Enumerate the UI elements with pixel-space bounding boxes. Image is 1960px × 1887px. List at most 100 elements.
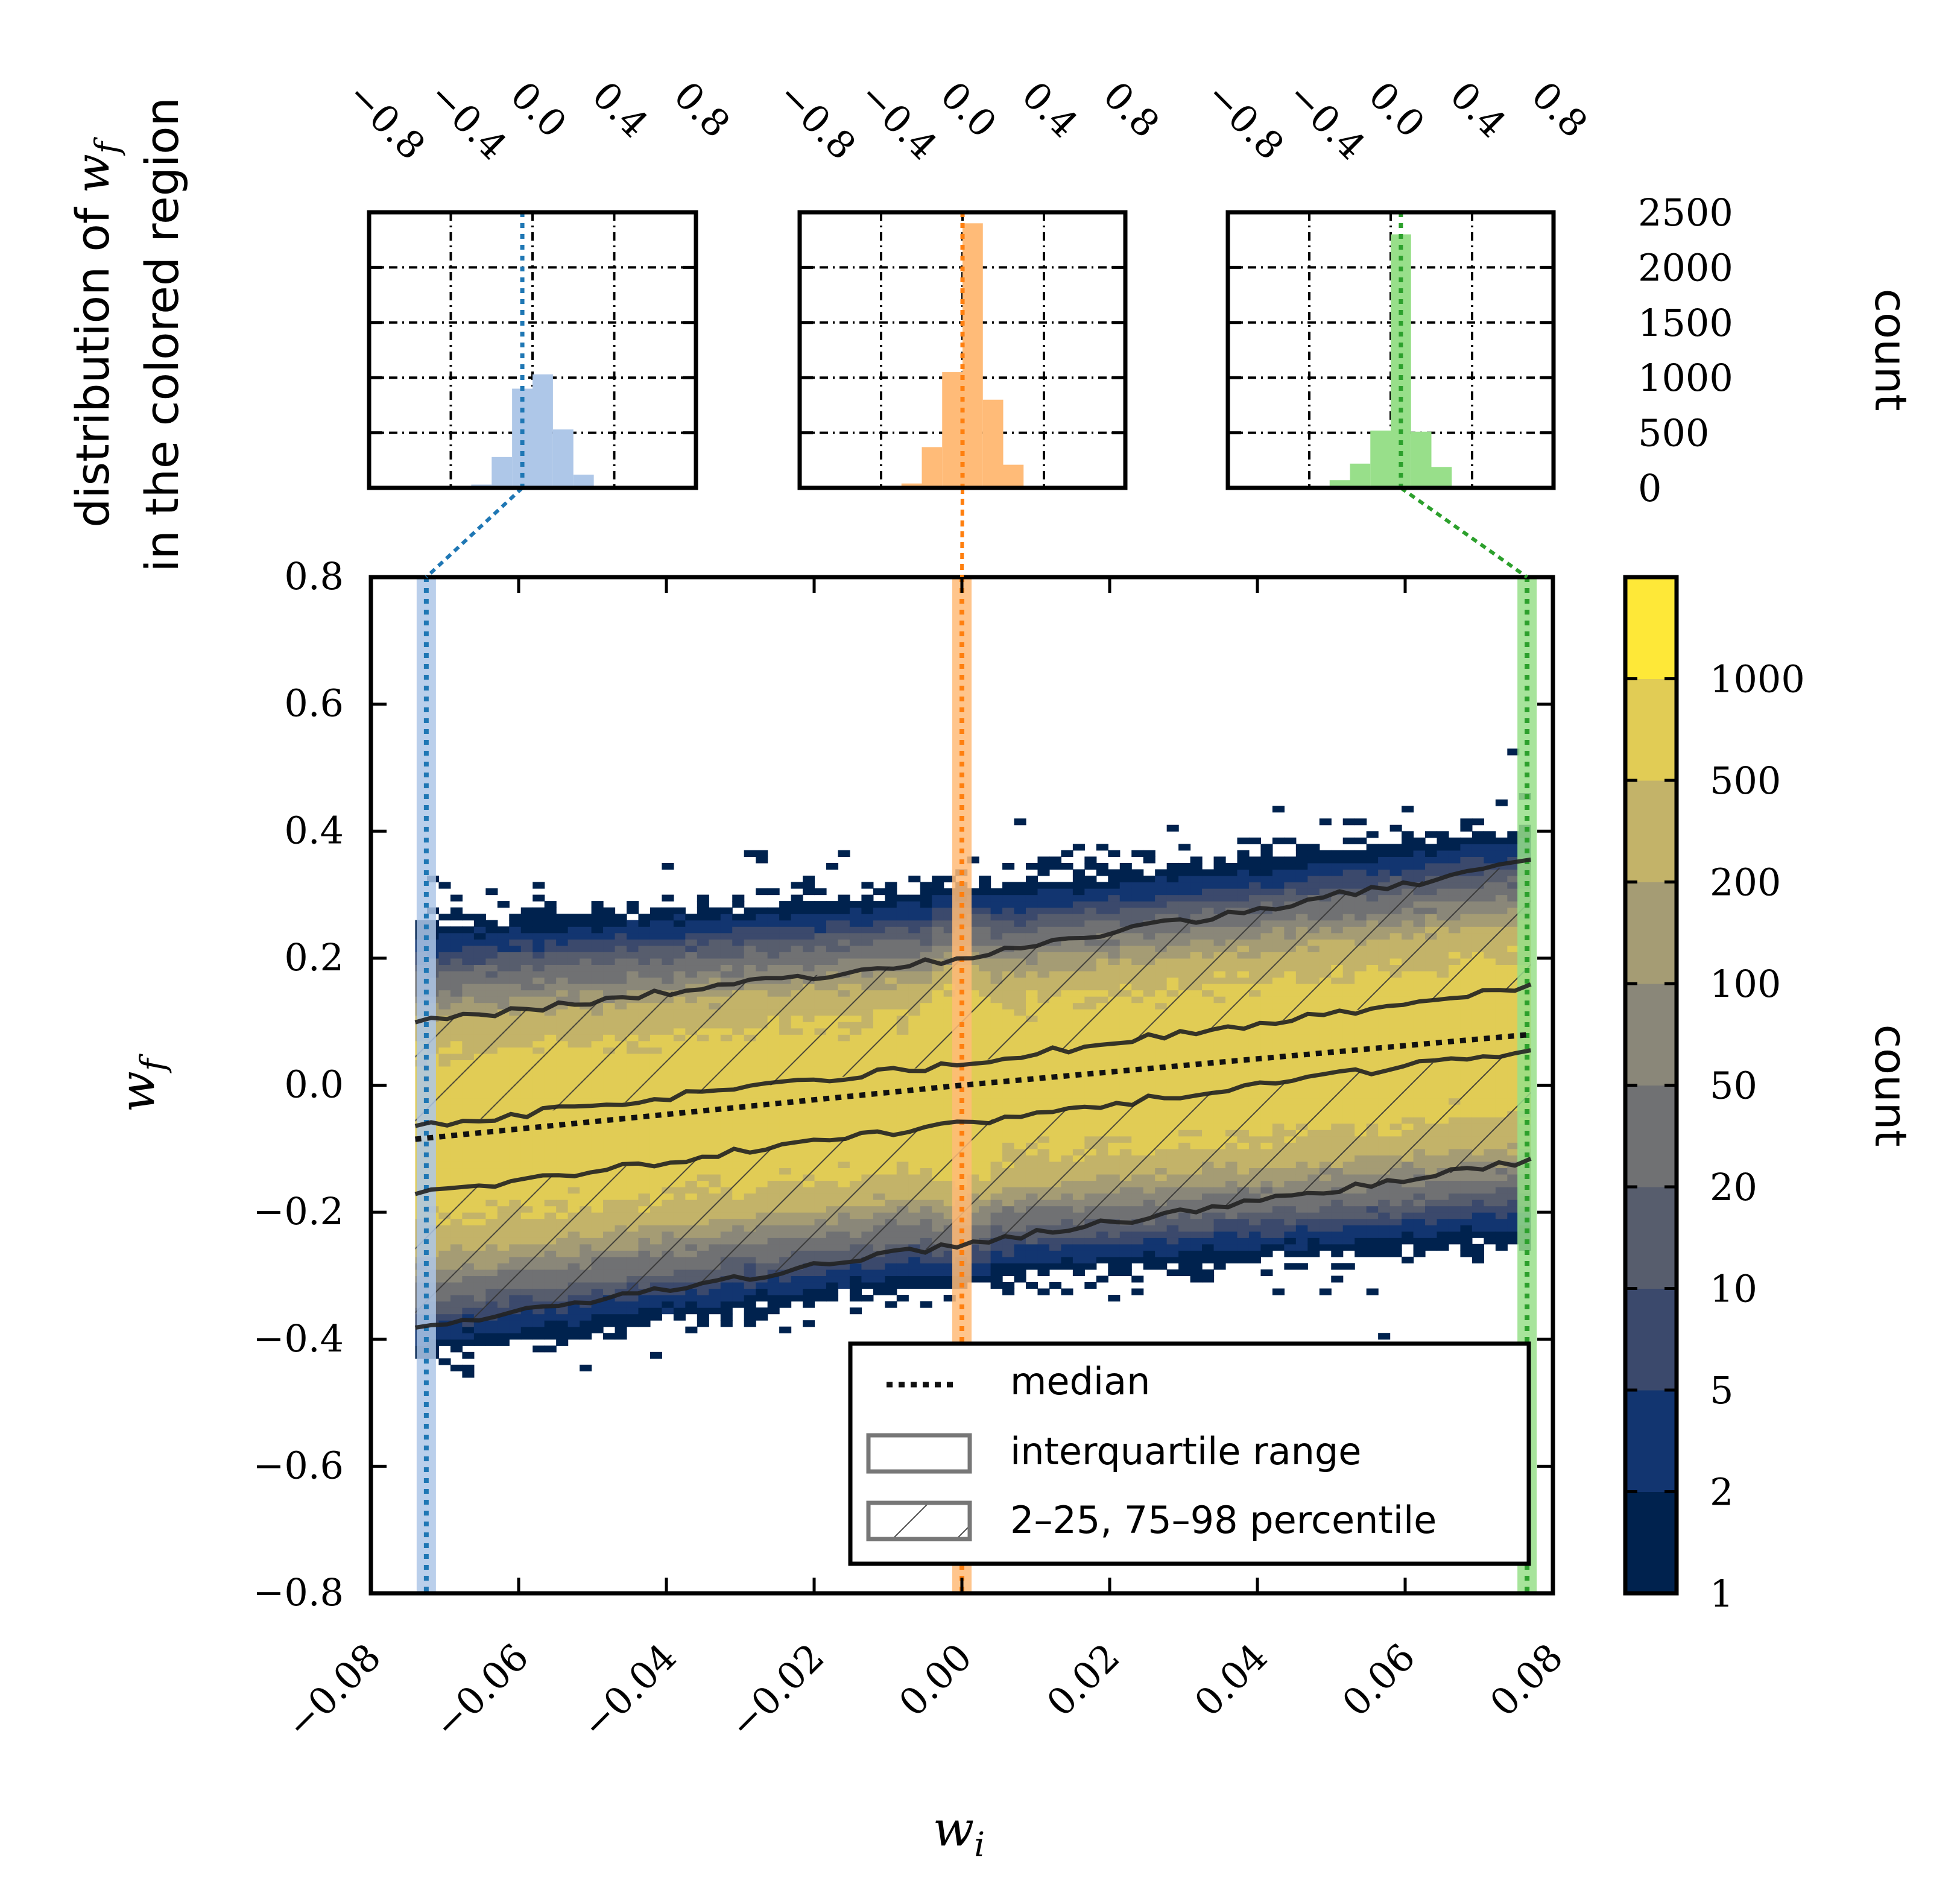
heatmap-cell	[591, 1110, 604, 1117]
heatmap-cell	[744, 1110, 756, 1117]
heatmap-cell	[520, 1168, 533, 1175]
heatmap-cell	[756, 1085, 768, 1092]
heatmap-cell	[1025, 882, 1038, 889]
heatmap-cell	[756, 1123, 768, 1130]
heatmap-cell	[1237, 882, 1250, 889]
heatmap-cell	[697, 1295, 709, 1302]
heatmap-cell	[497, 1123, 510, 1130]
heatmap-cell	[1295, 1244, 1308, 1251]
heatmap-cell	[626, 1123, 639, 1130]
heatmap-cell	[932, 1092, 944, 1099]
heatmap-cell	[1155, 901, 1168, 908]
heatmap-cell	[626, 1295, 639, 1302]
heatmap-cell	[849, 939, 862, 946]
heatmap-cell	[932, 1282, 944, 1289]
heatmap-cell	[732, 1295, 745, 1302]
heatmap-cell	[650, 939, 662, 946]
heatmap-cell	[685, 1307, 698, 1315]
heatmap-cell	[1108, 1269, 1121, 1277]
heatmap-cell	[556, 958, 569, 966]
heatmap-cell	[767, 958, 780, 966]
heatmap-cell	[626, 977, 639, 984]
heatmap-cell	[849, 1117, 862, 1124]
heatmap-cell	[438, 1333, 451, 1340]
heatmap-cell	[979, 1104, 991, 1111]
heatmap-cell	[885, 1263, 897, 1270]
heatmap-cell	[544, 945, 557, 952]
heatmap-cell	[861, 1282, 874, 1289]
heatmap-cell	[1260, 1231, 1273, 1238]
heatmap-cell	[520, 1002, 533, 1010]
heatmap-cell	[744, 1136, 756, 1143]
heatmap-cell	[1190, 1078, 1203, 1086]
heatmap-cell	[650, 1288, 662, 1295]
heatmap-cell	[462, 1351, 475, 1359]
heatmap-cell	[673, 984, 686, 991]
heatmap-cell	[580, 932, 592, 940]
heatmap-cell	[767, 1130, 780, 1137]
heatmap-cell	[1284, 1263, 1297, 1270]
heatmap-cell	[932, 1110, 944, 1117]
heatmap-cell	[685, 970, 698, 978]
heatmap-cell	[650, 1351, 662, 1359]
heatmap-cell	[967, 920, 979, 927]
heatmap-cell	[861, 1275, 874, 1283]
heatmap-cell	[567, 1136, 580, 1143]
heatmap-cell	[697, 945, 709, 952]
heatmap-cell	[462, 990, 475, 997]
heatmap-cell	[803, 932, 815, 940]
heatmap-cell	[1295, 1066, 1308, 1073]
heatmap-cell	[1131, 907, 1144, 914]
heatmap-cell	[1225, 1256, 1238, 1263]
heatmap-cell	[1166, 869, 1179, 876]
heatmap-cell	[814, 970, 827, 978]
heatmap-cell	[814, 945, 827, 952]
heatmap-cell	[732, 1142, 745, 1149]
heatmap-cell	[1002, 1085, 1015, 1092]
heatmap-cell	[744, 1130, 756, 1137]
heatmap-cell	[873, 1123, 885, 1130]
heatmap-cell	[438, 1174, 451, 1181]
heatmap-cell	[1108, 914, 1121, 921]
heatmap-cell	[638, 1301, 651, 1308]
heatmap-cell	[920, 1098, 932, 1105]
heatmap-cell	[473, 945, 486, 952]
heatmap-cell	[462, 939, 475, 946]
heatmap-cell	[462, 1002, 475, 1010]
heatmap-cell	[1049, 1060, 1062, 1067]
heatmap-cell	[767, 1301, 780, 1308]
heatmap-cell	[779, 907, 792, 914]
heatmap-cell	[1260, 1047, 1273, 1054]
heatmap-cell	[920, 1110, 932, 1117]
heatmap-cell	[1178, 888, 1191, 896]
heatmap-cell	[767, 952, 780, 959]
heatmap-cell	[744, 958, 756, 966]
heatmap-cell	[943, 1078, 956, 1086]
heatmap-cell	[767, 1104, 780, 1111]
heatmap-cell	[1084, 1231, 1097, 1238]
heatmap-cell	[861, 894, 874, 902]
heatmap-cell	[767, 1288, 780, 1295]
heatmap-cell	[732, 1117, 745, 1124]
heatmap-cell	[1084, 882, 1097, 889]
heatmap-cell	[1248, 856, 1262, 864]
heatmap-cell	[533, 907, 545, 914]
heatmap-cell	[1248, 1231, 1262, 1238]
heatmap-cell	[756, 932, 768, 940]
heatmap-cell	[1037, 914, 1050, 921]
heatmap-cell	[591, 1148, 604, 1155]
heatmap-cell	[756, 850, 768, 857]
heatmap-cell	[791, 958, 803, 966]
heatmap-cell	[709, 1136, 721, 1143]
heatmap-cell	[1155, 914, 1168, 921]
heatmap-cell	[438, 1136, 451, 1143]
heatmap-cell	[920, 1275, 932, 1283]
heatmap-cell	[638, 1117, 651, 1124]
heatmap-cell	[567, 996, 580, 1004]
heatmap-cell	[697, 1320, 709, 1327]
heatmap-cell	[1072, 1078, 1085, 1086]
heatmap-cell	[967, 894, 979, 902]
heatmap-cell	[438, 1002, 451, 1010]
heatmap-cell	[615, 964, 627, 972]
heatmap-cell	[1202, 1225, 1215, 1232]
